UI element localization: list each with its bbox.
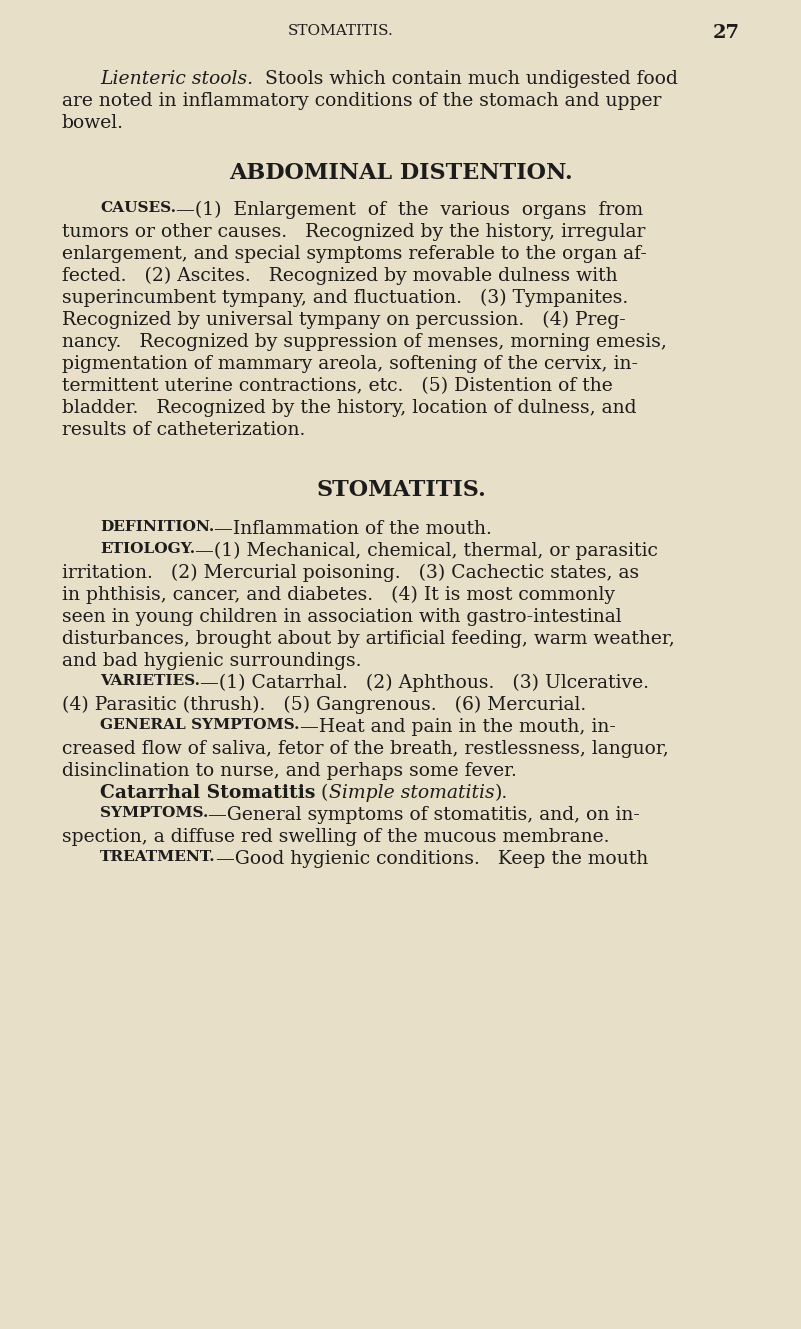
Text: TREATMENT.: TREATMENT. bbox=[100, 851, 215, 864]
Text: nancy.   Recognized by suppression of menses, morning emesis,: nancy. Recognized by suppression of mens… bbox=[62, 334, 667, 351]
Text: superincumbent tympany, and fluctuation.   (3) Tympanites.: superincumbent tympany, and fluctuation.… bbox=[62, 288, 628, 307]
Text: —Inflammation of the mouth.: —Inflammation of the mouth. bbox=[214, 520, 492, 538]
Text: Recognized by universal tympany on percussion.   (4) Preg-: Recognized by universal tympany on percu… bbox=[62, 311, 626, 330]
Text: and bad hygienic surroundings.: and bad hygienic surroundings. bbox=[62, 653, 361, 670]
Text: results of catheterization.: results of catheterization. bbox=[62, 421, 305, 439]
Text: ).: ). bbox=[494, 784, 508, 801]
Text: —(1) Mechanical, chemical, thermal, or parasitic: —(1) Mechanical, chemical, thermal, or p… bbox=[195, 542, 658, 561]
Text: tumors or other causes.   Recognized by the history, irregular: tumors or other causes. Recognized by th… bbox=[62, 223, 646, 241]
Text: creased flow of saliva, fetor of the breath, restlessness, languor,: creased flow of saliva, fetor of the bre… bbox=[62, 740, 669, 758]
Text: —Heat and pain in the mouth, in-: —Heat and pain in the mouth, in- bbox=[300, 718, 615, 736]
Text: Lienteric stools.: Lienteric stools. bbox=[100, 70, 253, 88]
Text: ABDOMINAL DISTENTION.: ABDOMINAL DISTENTION. bbox=[229, 162, 573, 183]
Text: Stools which contain much undigested food: Stools which contain much undigested foo… bbox=[253, 70, 678, 88]
Text: are noted in inflammatory conditions of the stomach and upper: are noted in inflammatory conditions of … bbox=[62, 92, 662, 110]
Text: —(1) Catarrhal.   (2) Aphthous.   (3) Ulcerative.: —(1) Catarrhal. (2) Aphthous. (3) Ulcera… bbox=[200, 674, 649, 692]
Text: fected.   (2) Ascites.   Recognized by movable dulness with: fected. (2) Ascites. Recognized by movab… bbox=[62, 267, 618, 286]
Text: in phthisis, cancer, and diabetes.   (4) It is most commonly: in phthisis, cancer, and diabetes. (4) I… bbox=[62, 586, 615, 605]
Text: CAUSES.: CAUSES. bbox=[100, 201, 176, 215]
Text: disinclination to nurse, and perhaps some fever.: disinclination to nurse, and perhaps som… bbox=[62, 762, 517, 780]
Text: enlargement, and special symptoms referable to the organ af-: enlargement, and special symptoms refera… bbox=[62, 245, 647, 263]
Text: —General symptoms of stomatitis, and, on in-: —General symptoms of stomatitis, and, on… bbox=[208, 805, 640, 824]
Text: Simple stomatitis: Simple stomatitis bbox=[328, 784, 494, 801]
Text: STOMATITIS.: STOMATITIS. bbox=[288, 24, 393, 39]
Text: termittent uterine contractions, etc.   (5) Distention of the: termittent uterine contractions, etc. (5… bbox=[62, 377, 613, 395]
Text: spection, a diffuse red swelling of the mucous membrane.: spection, a diffuse red swelling of the … bbox=[62, 828, 610, 847]
Text: VARIETIES.: VARIETIES. bbox=[100, 674, 200, 688]
Text: SYMPTOMS.: SYMPTOMS. bbox=[100, 805, 208, 820]
Text: Catarrhal Stomatitis: Catarrhal Stomatitis bbox=[100, 784, 316, 801]
Text: (: ( bbox=[316, 784, 328, 801]
Text: bowel.: bowel. bbox=[62, 114, 124, 132]
Text: bladder.   Recognized by the history, location of dulness, and: bladder. Recognized by the history, loca… bbox=[62, 399, 637, 417]
Text: 27: 27 bbox=[713, 24, 740, 43]
Text: —(1)  Enlargement  of  the  various  organs  from: —(1) Enlargement of the various organs f… bbox=[176, 201, 643, 219]
Text: ETIOLOGY.: ETIOLOGY. bbox=[100, 542, 195, 556]
Text: (4) Parasitic (thrush).   (5) Gangrenous.   (6) Mercurial.: (4) Parasitic (thrush). (5) Gangrenous. … bbox=[62, 696, 586, 714]
Text: seen in young children in association with gastro-intestinal: seen in young children in association wi… bbox=[62, 607, 622, 626]
Text: DEFINITION.: DEFINITION. bbox=[100, 520, 214, 534]
Text: STOMATITIS.: STOMATITIS. bbox=[316, 478, 486, 501]
Text: GENERAL SYMPTOMS.: GENERAL SYMPTOMS. bbox=[100, 718, 300, 732]
Text: irritation.   (2) Mercurial poisoning.   (3) Cachectic states, as: irritation. (2) Mercurial poisoning. (3)… bbox=[62, 563, 639, 582]
Text: —Good hygienic conditions.   Keep the mouth: —Good hygienic conditions. Keep the mout… bbox=[215, 851, 648, 868]
Text: pigmentation of mammary areola, softening of the cervix, in-: pigmentation of mammary areola, softenin… bbox=[62, 355, 638, 373]
Text: disturbances, brought about by artificial feeding, warm weather,: disturbances, brought about by artificia… bbox=[62, 630, 674, 649]
